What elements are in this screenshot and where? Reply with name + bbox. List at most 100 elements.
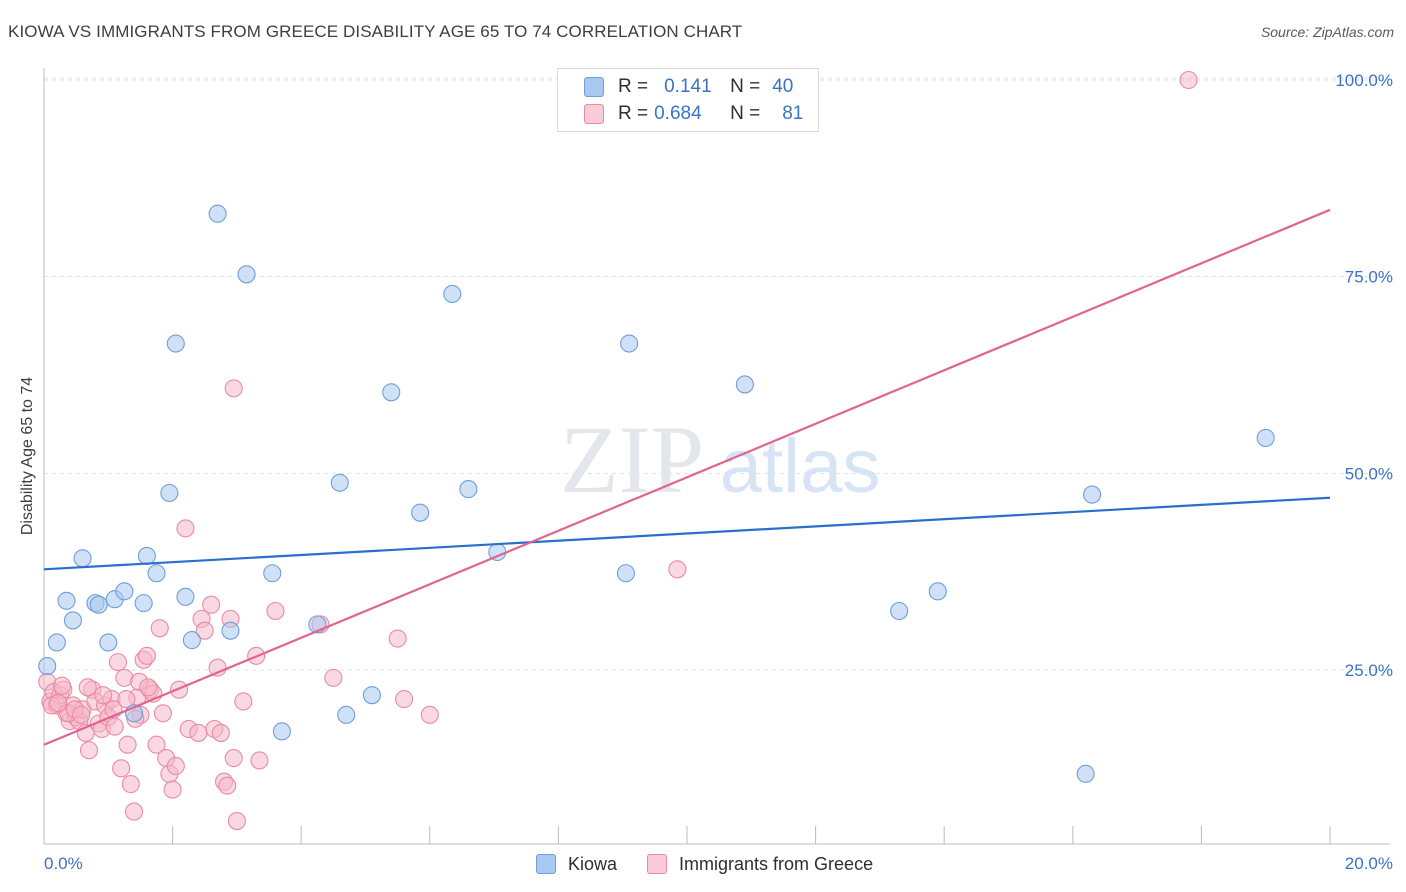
- kiowa-point: [272, 722, 291, 741]
- r-value: 0.141: [664, 76, 712, 97]
- kiowa-point: [208, 204, 227, 223]
- greece-point: [395, 690, 414, 709]
- kiowa-point: [134, 594, 153, 613]
- greece-point: [153, 704, 173, 723]
- kiowa-trend-line: [43, 496, 1331, 571]
- kiowa-point: [166, 334, 185, 353]
- series-legend: Kiowa Immigrants from Greece: [536, 852, 903, 876]
- greece-point: [121, 775, 140, 794]
- kiowa-point: [330, 473, 349, 492]
- greece-point: [324, 668, 343, 687]
- kiowa-point: [459, 480, 478, 499]
- n-value: 81: [782, 103, 804, 124]
- legend-item-kiowa: Kiowa: [536, 854, 617, 875]
- axes: [43, 68, 1390, 845]
- x-tick-label-min: 0.0%: [44, 854, 83, 873]
- greece-point: [266, 601, 285, 621]
- kiowa-point: [1083, 485, 1102, 504]
- greece-point: [118, 735, 137, 754]
- kiowa-point: [382, 383, 401, 402]
- greece-point: [139, 678, 158, 697]
- kiowa-point: [616, 564, 635, 583]
- greece-point: [420, 705, 439, 724]
- greece-point: [202, 595, 221, 614]
- greece-point: [117, 690, 136, 709]
- source-label: Source: ZipAtlas.com: [1260, 24, 1394, 40]
- greece-point: [115, 668, 134, 687]
- kiowa-point: [47, 633, 66, 652]
- y-tick-label: 50.0%: [1345, 464, 1393, 483]
- kiowa-point: [890, 601, 909, 621]
- kiowa-point: [176, 587, 195, 606]
- y-tick-label: 100.0%: [1335, 71, 1393, 90]
- greece-point: [1179, 70, 1198, 90]
- greece-point: [108, 653, 127, 672]
- r-label: R =: [618, 103, 649, 124]
- greece-trend-line: [43, 208, 1331, 746]
- kiowa-point: [1256, 428, 1275, 447]
- kiowa-point: [38, 657, 57, 676]
- kiowa-point: [182, 631, 201, 650]
- greece-point: [72, 705, 91, 724]
- n-value: 40: [772, 76, 794, 97]
- greece-point: [79, 741, 99, 760]
- greece-point: [150, 619, 169, 638]
- chart-title: KIOWA VS IMMIGRANTS FROM GREECE DISABILI…: [8, 22, 743, 41]
- greece-point: [218, 776, 237, 795]
- kiowa-points: [38, 204, 1275, 783]
- kiowa-point: [362, 686, 381, 705]
- kiowa-point: [735, 375, 754, 394]
- x-tick-label-max: 20.0%: [1345, 854, 1393, 873]
- legend-label-greece: Immigrants from Greece: [679, 853, 874, 874]
- greece-point: [112, 759, 131, 778]
- greece-points: [38, 70, 1198, 831]
- greece-point: [166, 756, 185, 776]
- kiowa-point: [620, 334, 639, 353]
- kiowa-point: [237, 265, 256, 284]
- greece-point: [105, 717, 124, 736]
- legend-row-kiowa: R = 0.141 N = 40: [584, 75, 793, 99]
- watermark-zip: ZIP: [560, 406, 704, 513]
- greece-point: [49, 693, 68, 713]
- kiowa-swatch: [584, 77, 604, 97]
- kiowa-point: [337, 705, 356, 724]
- kiowa-point: [221, 621, 240, 640]
- greece-point: [124, 802, 144, 821]
- kiowa-point: [115, 582, 134, 601]
- watermark: ZIP atlas: [560, 406, 880, 513]
- kiowa-point: [411, 503, 430, 522]
- kiowa-point: [928, 582, 947, 601]
- kiowa-point: [1076, 764, 1095, 783]
- greece-point: [189, 723, 208, 742]
- r-label: R =: [618, 76, 649, 97]
- greece-point: [195, 621, 214, 640]
- n-label: N =: [730, 103, 761, 124]
- kiowa-point: [99, 633, 118, 652]
- kiowa-point: [160, 483, 179, 503]
- r-value: 0.684: [654, 103, 702, 124]
- greece-point: [147, 735, 166, 754]
- greece-point: [250, 751, 269, 770]
- legend-label-kiowa: Kiowa: [568, 853, 618, 874]
- greece-point: [137, 646, 156, 665]
- greece-point: [78, 678, 97, 697]
- legend-item-greece: Immigrants from Greece: [647, 854, 873, 875]
- greece-point: [668, 560, 687, 579]
- correlation-legend: R = 0.141 N = 40 R = 0.684 N = 81: [557, 68, 819, 132]
- greece-point: [176, 519, 195, 538]
- kiowa-point: [57, 591, 76, 610]
- greece-swatch: [584, 104, 604, 124]
- greece-point: [163, 780, 182, 799]
- greece-point: [211, 723, 230, 742]
- greece-point: [234, 692, 253, 711]
- kiowa-point: [73, 549, 92, 568]
- greece-point: [388, 629, 407, 648]
- greece-point: [52, 676, 72, 695]
- kiowa-swatch: [536, 854, 556, 874]
- n-label: N =: [730, 76, 761, 97]
- watermark-atlas: atlas: [720, 424, 881, 509]
- greece-point: [94, 686, 113, 705]
- greece-point: [224, 749, 243, 768]
- grid-lines: [44, 77, 1390, 671]
